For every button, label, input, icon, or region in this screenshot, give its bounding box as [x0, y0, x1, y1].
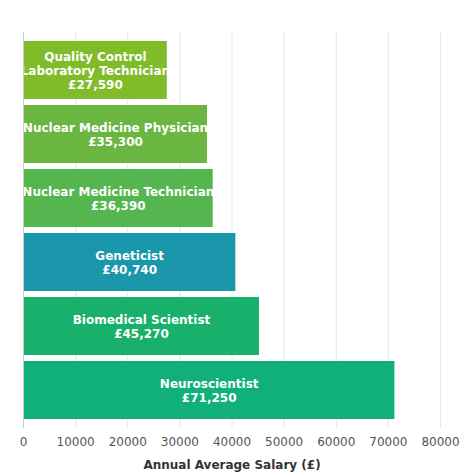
svg-text:40000: 40000	[213, 435, 251, 449]
svg-text:10000: 10000	[57, 435, 95, 449]
svg-text:Geneticist£40,740: Geneticist£40,740	[95, 249, 164, 277]
svg-text:Nuclear Medicine Physician£35,: Nuclear Medicine Physician£35,300	[23, 121, 208, 149]
svg-text:Biomedical Scientist£45,270: Biomedical Scientist£45,270	[73, 313, 211, 341]
svg-text:Neuroscientist£71,250: Neuroscientist£71,250	[160, 377, 259, 405]
svg-text:30000: 30000	[161, 435, 199, 449]
svg-text:0: 0	[20, 435, 28, 449]
svg-text:20000: 20000	[109, 435, 147, 449]
svg-text:Annual Average Salary (£): Annual Average Salary (£)	[143, 458, 320, 472]
svg-text:Nuclear Medicine Technician£36: Nuclear Medicine Technician£36,390	[22, 185, 214, 213]
svg-text:60000: 60000	[317, 435, 355, 449]
svg-text:80000: 80000	[421, 435, 459, 449]
svg-text:Quality ControlLaboratory Tech: Quality ControlLaboratory Technician£27,…	[21, 50, 170, 92]
svg-text:50000: 50000	[265, 435, 303, 449]
svg-text:70000: 70000	[369, 435, 407, 449]
